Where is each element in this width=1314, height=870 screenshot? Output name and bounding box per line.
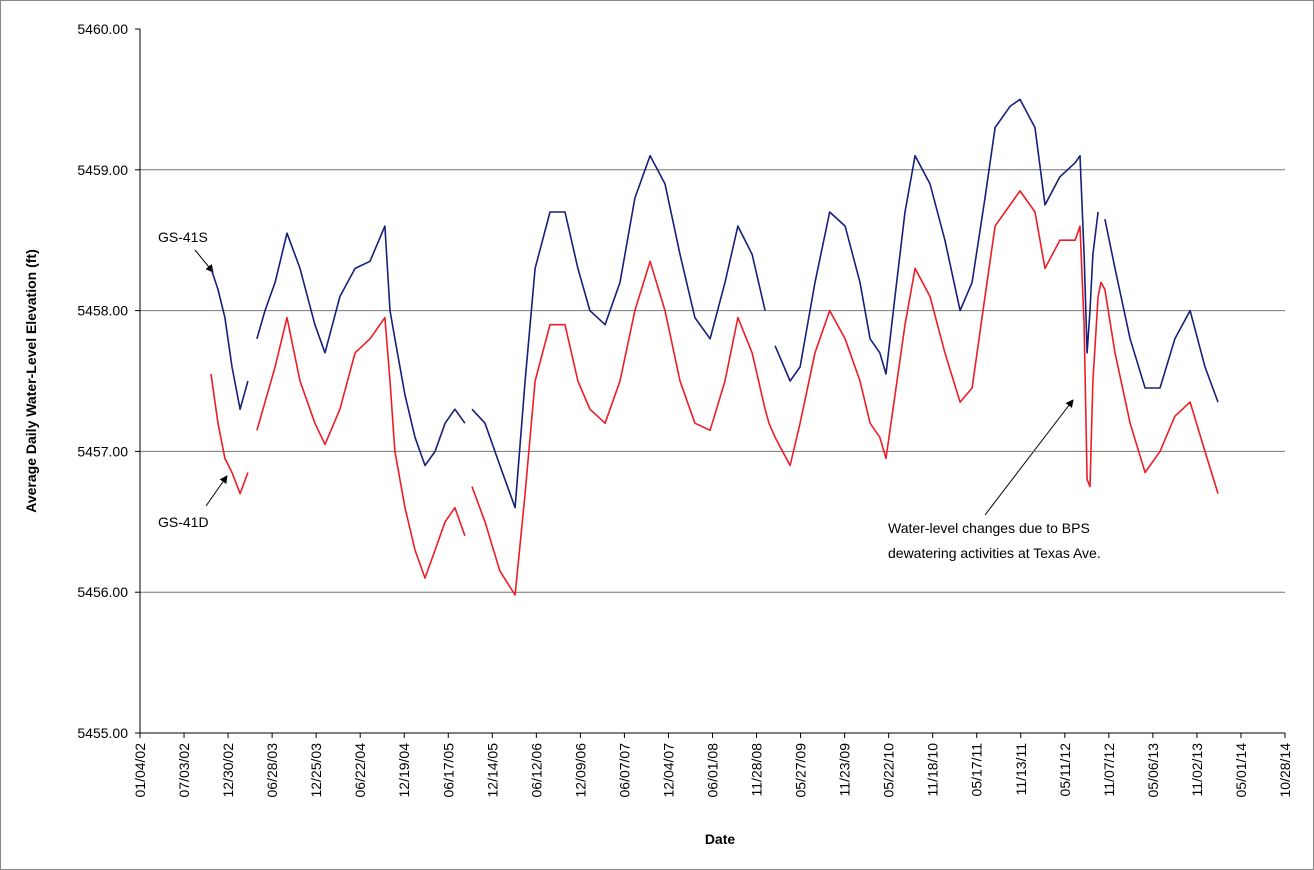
x-tick-label: 12/09/06 (572, 743, 588, 798)
x-tick-label: 12/30/02 (220, 743, 236, 798)
y-tick-label: 5459.00 (77, 162, 128, 178)
x-axis-title: Date (705, 831, 736, 847)
x-tick-label: 06/17/05 (440, 743, 456, 798)
x-tick-label: 06/22/04 (352, 743, 368, 798)
annotation: Water-level changes due to BPS (888, 520, 1090, 536)
x-tick-label: 05/27/09 (793, 743, 809, 798)
y-tick-label: 5460.00 (77, 21, 128, 37)
y-tick-label: 5455.00 (77, 725, 128, 741)
x-tick-label: 11/02/13 (1189, 743, 1205, 797)
x-tick-label: 05/22/10 (881, 743, 897, 798)
x-tick-label: 06/01/08 (705, 743, 721, 798)
x-tick-label: 11/18/10 (925, 743, 941, 797)
x-tick-label: 01/04/02 (132, 743, 148, 798)
x-tick-label: 11/28/08 (749, 743, 765, 797)
y-axis-title: Average Daily Water-Level Elevation (ft) (23, 249, 39, 512)
annotation: GS-41S (158, 229, 208, 245)
series-line (210, 98, 1219, 509)
x-tick-label: 12/14/05 (484, 743, 500, 798)
x-tick-label: 06/07/07 (616, 743, 632, 798)
x-tick-label: 11/13/11 (1013, 743, 1029, 796)
x-tick-label: 05/11/12 (1057, 743, 1073, 797)
x-tick-label: 06/28/03 (264, 743, 280, 798)
x-tick-label: 06/12/06 (528, 743, 544, 798)
y-tick-label: 5458.00 (77, 303, 128, 319)
annotation-arrow (205, 475, 228, 507)
annotation: dewatering activities at Texas Ave. (888, 545, 1101, 561)
annotation-arrow (984, 399, 1074, 516)
annotation-arrow (194, 249, 214, 273)
y-tick-label: 5456.00 (77, 584, 128, 600)
x-tick-label: 12/19/04 (396, 743, 412, 798)
x-tick-label: 11/07/12 (1101, 743, 1117, 797)
x-tick-label: 05/01/14 (1233, 743, 1249, 798)
x-tick-label: 12/25/03 (308, 743, 324, 798)
x-tick-label: 10/28/14 (1277, 743, 1293, 798)
annotation: GS-41D (158, 514, 209, 530)
series-line (210, 190, 1219, 596)
x-tick-label: 11/23/09 (837, 743, 853, 797)
x-tick-label: 05/17/11 (969, 743, 985, 797)
x-tick-label: 05/06/13 (1145, 743, 1161, 798)
y-tick-label: 5457.00 (77, 443, 128, 459)
x-tick-label: 07/03/02 (176, 743, 192, 798)
x-tick-label: 12/04/07 (660, 743, 676, 798)
